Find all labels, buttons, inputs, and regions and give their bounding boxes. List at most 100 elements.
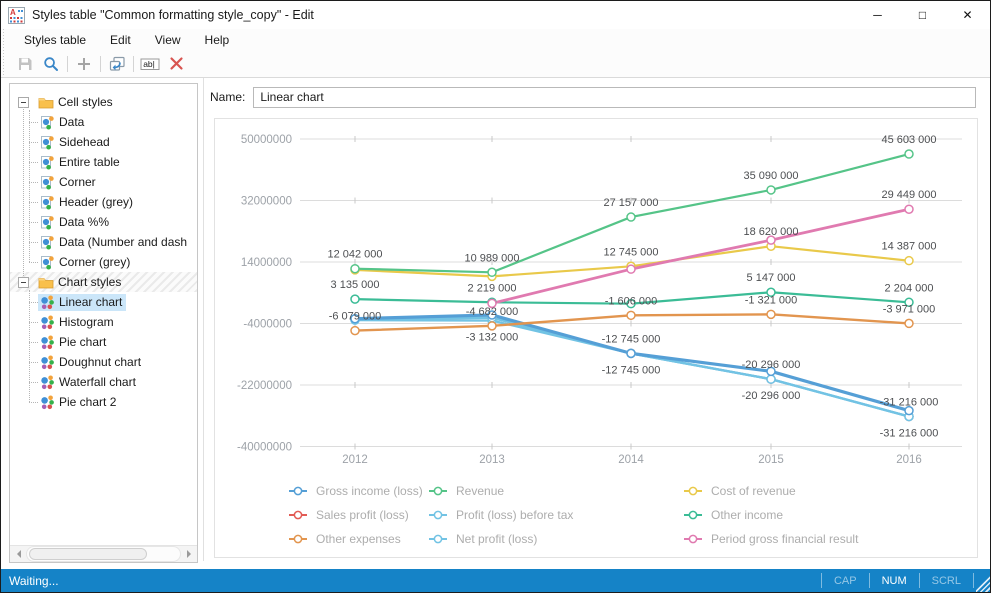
menu-item-help[interactable]: Help <box>204 32 230 47</box>
collapse-toggle-icon[interactable] <box>18 96 29 108</box>
legend-marker-icon <box>688 486 698 496</box>
toolbar: ab| <box>1 50 990 78</box>
folder-icon <box>38 277 54 288</box>
x-axis-tick-label: 2015 <box>758 454 784 466</box>
rename-icon: ab| <box>140 58 160 70</box>
tree-item-linear-chart[interactable]: Linear chart <box>10 292 197 312</box>
tree-connector <box>29 302 38 303</box>
cell-style-icon <box>41 235 54 249</box>
styles-tree: Cell styles Data Sidehead Entire table Corne… <box>10 84 197 524</box>
tree-connector <box>29 402 38 403</box>
window-title: Styles table "Common formatting style_co… <box>32 8 314 22</box>
toolbar-separator <box>133 55 134 72</box>
tree-item-corner-grey-[interactable]: Corner (grey) <box>10 252 197 272</box>
add-button[interactable] <box>71 52 97 76</box>
panel-splitter[interactable] <box>203 78 204 561</box>
data-point-label: 5 147 000 <box>747 272 796 284</box>
data-point-label: -31 216 000 <box>880 396 939 408</box>
legend-marker-icon <box>688 510 698 520</box>
folder-icon <box>38 97 54 108</box>
tree-item-pie-chart-2[interactable]: Pie chart 2 <box>10 392 197 412</box>
data-point-label: 45 603 000 <box>881 134 936 146</box>
legend-item-revenue: Revenue <box>429 484 504 498</box>
tree-group-cell-styles[interactable]: Cell styles <box>10 92 197 112</box>
tree-item-pie-chart[interactable]: Pie chart <box>10 332 197 352</box>
tree-group-chart-styles[interactable]: Chart styles <box>10 272 197 292</box>
chart-style-icon <box>41 335 54 349</box>
tree-item-corner[interactable]: Corner <box>10 172 197 192</box>
tree-item-data[interactable]: Data <box>10 112 197 132</box>
x-axis-tick-label: 2014 <box>618 454 644 466</box>
tree-item-doughnut-chart[interactable]: Doughnut chart <box>10 352 197 372</box>
close-button[interactable]: ✕ <box>962 8 973 22</box>
chart-style-icon <box>41 375 54 389</box>
delete-x-icon <box>169 57 183 70</box>
data-point-marker <box>487 267 497 278</box>
tree-item-data-[interactable]: Data %% <box>10 212 197 232</box>
cell-style-icon <box>41 135 54 149</box>
legend-label: Profit (loss) before tax <box>456 508 573 522</box>
legend-marker-icon <box>293 510 303 520</box>
save-button[interactable] <box>12 52 38 76</box>
tree-item-waterfall-chart[interactable]: Waterfall chart <box>10 372 197 392</box>
menubar-grip <box>1 29 6 50</box>
scrollbar-track[interactable] <box>26 546 181 562</box>
cell-style-icon <box>41 155 54 169</box>
legend-label: Sales profit (loss) <box>316 508 409 522</box>
minimize-button[interactable]: ─ <box>873 8 882 22</box>
name-label: Name: <box>210 90 246 104</box>
tree-connector <box>29 290 30 402</box>
duplicate-button[interactable] <box>104 52 130 76</box>
series-line-gross-income-loss- <box>353 313 911 413</box>
tree-item-label: Histogram <box>59 315 114 329</box>
legend-item-profit-loss-before-tax: Profit (loss) before tax <box>429 508 573 522</box>
data-point-marker <box>487 298 497 309</box>
legend-marker-icon <box>688 534 698 544</box>
indicator-scrl: SCRL <box>920 573 974 588</box>
tree-item-label: Doughnut chart <box>59 355 142 369</box>
legend-marker-icon <box>433 510 443 520</box>
tree-horizontal-scrollbar[interactable] <box>10 545 197 562</box>
status-bar: Waiting... CAP NUM SCRL <box>1 569 990 592</box>
menu-item-edit[interactable]: Edit <box>110 32 131 47</box>
maximize-button[interactable]: □ <box>918 8 927 22</box>
tree-item-label: Sidehead <box>59 135 110 149</box>
scroll-right-button[interactable] <box>181 546 197 562</box>
tree-item-data-number-and-dash[interactable]: Data (Number and dash <box>10 232 197 252</box>
legend-marker-icon <box>293 534 303 544</box>
y-axis-tick-label: 32000000 <box>241 196 292 208</box>
tree-connector <box>29 222 38 223</box>
rename-button[interactable]: ab| <box>137 52 163 76</box>
menu-item-styles-table[interactable]: Styles table <box>24 32 87 47</box>
delete-button[interactable] <box>163 52 189 76</box>
resize-grip[interactable] <box>976 569 990 592</box>
tree-item-label: Waterfall chart <box>59 375 136 389</box>
data-point-marker <box>350 313 360 324</box>
toolbar-separator <box>67 55 68 72</box>
tree-connector <box>23 107 24 276</box>
tree-connector <box>29 342 38 343</box>
find-button[interactable] <box>38 52 64 76</box>
data-point-label: 27 157 000 <box>603 197 658 209</box>
scrollbar-thumb[interactable] <box>29 548 147 560</box>
tree-item-sidehead[interactable]: Sidehead <box>10 132 197 152</box>
tree-item-entire-table[interactable]: Entire table <box>10 152 197 172</box>
tree-connector <box>29 110 30 262</box>
data-point-label: 35 090 000 <box>743 170 798 182</box>
collapse-toggle-icon[interactable] <box>18 276 29 288</box>
tree-item-histogram[interactable]: Histogram <box>10 312 197 332</box>
style-name-input[interactable] <box>253 86 976 108</box>
legend-item-other-income: Other income <box>684 508 783 522</box>
menu-item-view[interactable]: View <box>154 32 181 47</box>
tree-item-header-grey-[interactable]: Header (grey) <box>10 192 197 212</box>
y-axis-tick-label: 50000000 <box>241 134 292 146</box>
scroll-left-button[interactable] <box>10 546 26 562</box>
data-point-label: 10 989 000 <box>464 252 519 264</box>
data-point-marker <box>487 310 497 320</box>
data-point-marker <box>766 185 776 195</box>
plus-icon <box>78 57 90 70</box>
save-icon <box>19 57 32 70</box>
status-text: Waiting... <box>9 573 59 588</box>
tree-connector <box>29 322 38 323</box>
